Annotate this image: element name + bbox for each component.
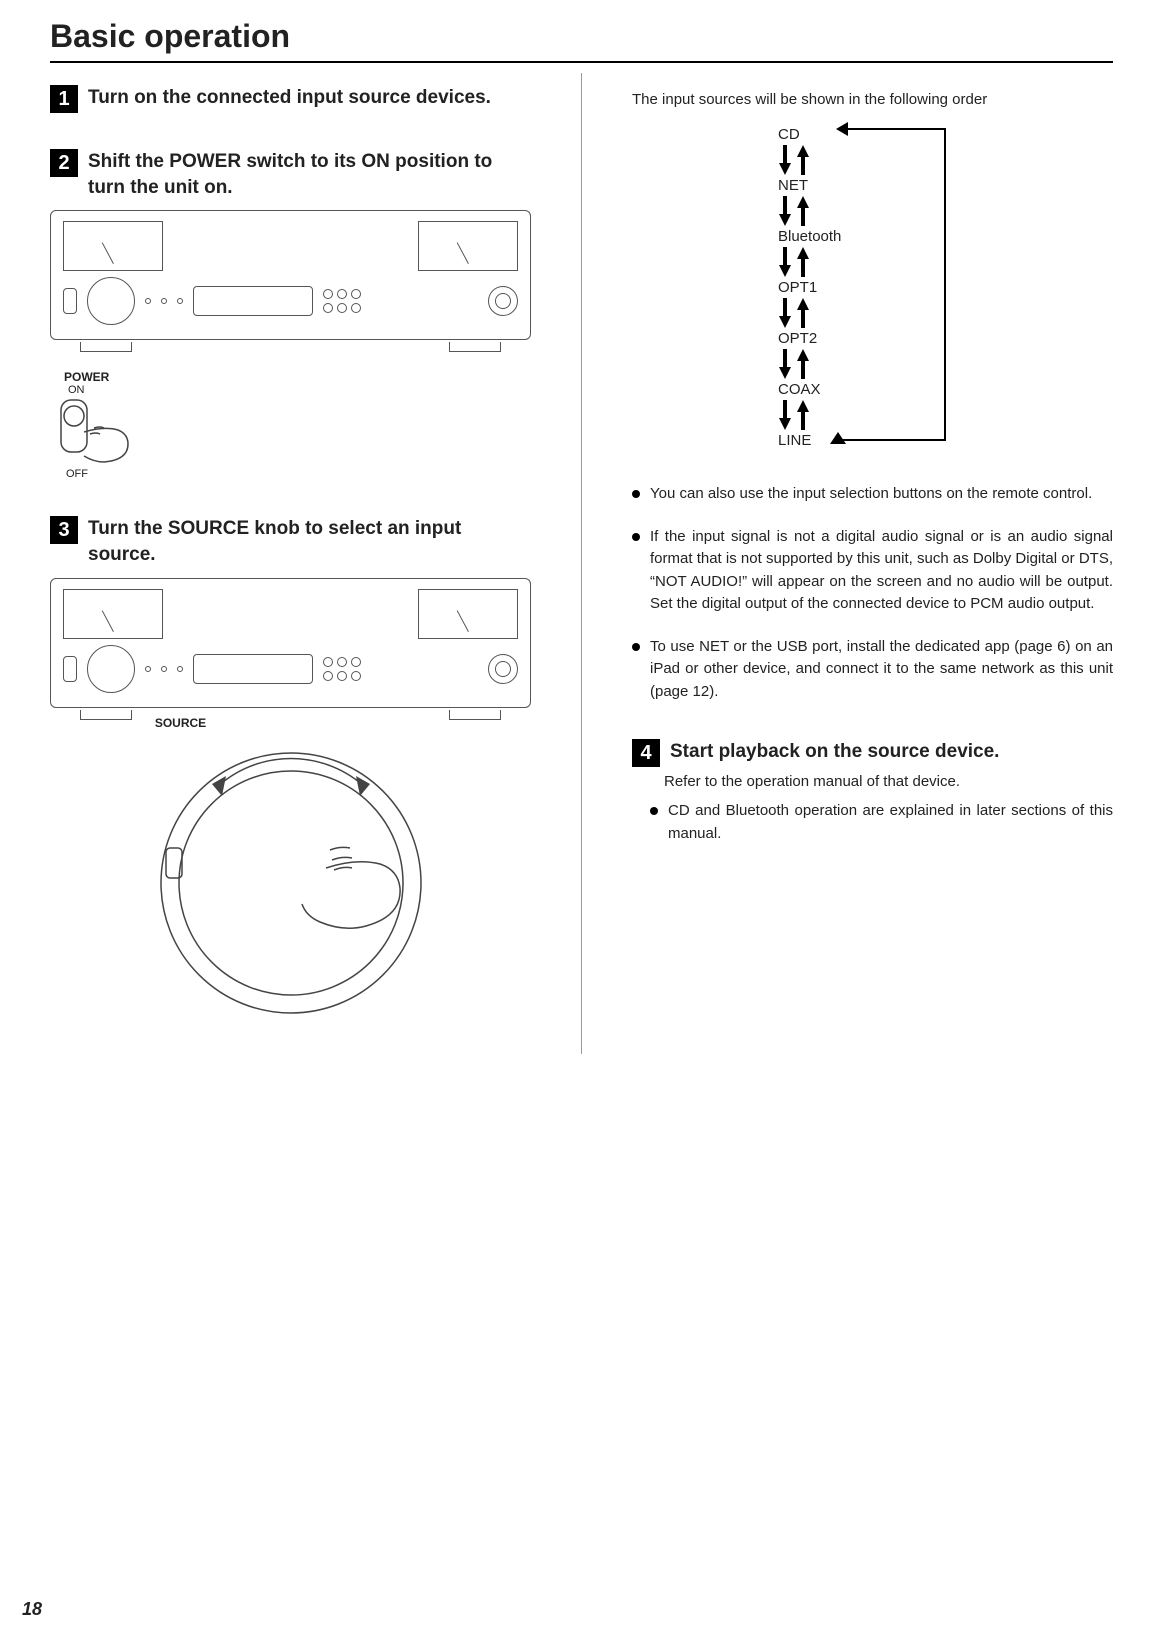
source-item: OPT1 — [778, 279, 952, 296]
power-label: POWER — [64, 370, 531, 384]
page-number: 18 — [22, 1599, 42, 1620]
step-1: 1 Turn on the connected input source dev… — [50, 85, 531, 113]
note-bullet: If the input signal is not a digital aud… — [632, 526, 1113, 616]
source-knob-hand-icon — [156, 748, 426, 1018]
button-grid-icon — [323, 289, 361, 313]
front-panel-diagram-2 — [50, 578, 531, 720]
note-bullet: To use NET or the USB port, install the … — [632, 636, 1113, 704]
front-panel-diagram — [50, 210, 531, 352]
step-3-text: Turn the SOURCE knob to select an input … — [88, 516, 531, 567]
source-item: Bluetooth — [778, 228, 952, 245]
column-divider — [581, 73, 582, 1054]
page-title: Basic operation — [50, 18, 290, 55]
source-item: OPT2 — [778, 330, 952, 347]
source-item: COAX — [778, 381, 952, 398]
display-icon — [193, 286, 313, 316]
step-num-2: 2 — [50, 149, 78, 177]
volume-knob-icon — [488, 286, 518, 316]
step-4-sub: Refer to the operation manual of that de… — [664, 773, 1113, 790]
display-icon-2 — [193, 654, 313, 684]
source-order-diagram: CD NET Bluetooth OPT1 OPT2 COAX LINE — [732, 118, 952, 455]
button-grid-icon-2 — [323, 657, 361, 681]
power-switch-icon — [63, 288, 77, 314]
source-order-intro: The input sources will be shown in the f… — [632, 91, 1113, 108]
title-rule — [50, 61, 1113, 63]
on-label: ON — [68, 384, 531, 396]
step-2-text: Shift the POWER switch to its ON positio… — [88, 149, 531, 200]
vu-meter-left-2 — [63, 589, 163, 639]
step-1-text: Turn on the connected input source devic… — [88, 85, 491, 111]
step-num-1: 1 — [50, 85, 78, 113]
step-num-4: 4 — [632, 739, 660, 767]
vu-meter-right — [418, 221, 518, 271]
source-knob-icon — [87, 277, 135, 325]
vu-meter-right-2 — [418, 589, 518, 639]
power-switch-icon-2 — [63, 656, 77, 682]
volume-knob-icon-2 — [488, 654, 518, 684]
step-3: 3 Turn the SOURCE knob to select an inpu… — [50, 516, 531, 1017]
vu-meter-left — [63, 221, 163, 271]
off-label: OFF — [66, 468, 531, 480]
source-item: NET — [778, 177, 952, 194]
source-knob-icon-2 — [87, 645, 135, 693]
step-num-3: 3 — [50, 516, 78, 544]
step-4: 4 Start playback on the source device. R… — [632, 739, 1113, 845]
note-bullet: You can also use the input selection but… — [632, 483, 1113, 506]
step-2: 2 Shift the POWER switch to its ON posit… — [50, 149, 531, 480]
note-bullet: CD and Bluetooth operation are explained… — [650, 800, 1113, 845]
power-switch-hand-icon — [56, 398, 146, 468]
step-4-text: Start playback on the source device. — [670, 739, 999, 765]
